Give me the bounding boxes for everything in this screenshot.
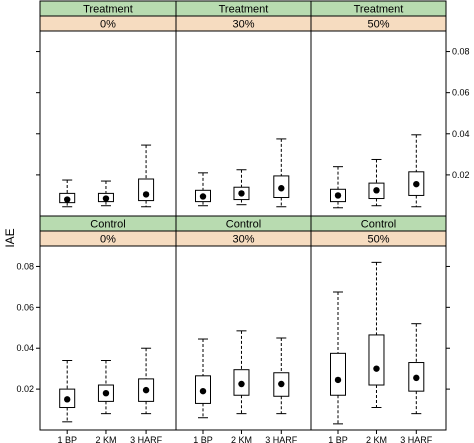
y-tick-label: 0.04 [16,343,34,353]
box-3-harf [408,323,425,415]
box-2-km [233,330,250,415]
box-iqr [273,175,290,199]
box-1-bp [195,172,211,207]
panel-control-2: Control 50% 1 BP 2 KM 3 HARF [310,215,450,443]
y-tick-label: 0.08 [16,261,34,271]
median-dot [199,193,207,200]
level-strip-label: 30% [232,19,254,31]
level-strip-label: 50% [367,19,389,31]
panel-treatment-1: Treatment 30% [175,0,312,217]
median-dot [238,190,245,197]
box-2-km [233,169,250,206]
box-iqr [330,352,346,396]
box-iqr [59,388,76,409]
box-1-bp [330,166,346,209]
box-1-bp [195,338,211,419]
median-dot [142,191,150,198]
panel-frame [310,245,447,431]
level-strip-label: 0% [100,19,116,31]
group-strip-label: Control [361,219,396,231]
panel-treatment-2: Treatment 50% 0.02 0.04 0.06 0.08 [310,0,470,217]
box-3-harf [273,337,290,415]
box-2-km [97,180,114,207]
panel-frame [39,245,177,431]
panel-control-1: Control 30% 1 BP 2 KM 3 HARF [175,215,312,443]
median-dot [373,187,380,194]
box-3-harf [273,138,290,208]
box-1-bp [59,179,76,208]
median-dot [413,374,420,382]
y-tick-label: 0.04 [452,129,470,139]
median-dot [63,396,71,403]
median-dot [334,376,342,384]
box-iqr [368,334,385,386]
group-strip-label: Treatment [219,4,269,16]
box-iqr [273,372,290,397]
x-tick-label: 3 HARF [130,435,163,443]
panel-frame [175,245,312,431]
median-dot [102,390,110,397]
box-3-harf [408,134,425,208]
y-tick-label: 0.02 [16,384,34,394]
x-tick-label: 2 KM [231,435,252,443]
panel-treatment-0: Treatment 0% [36,0,177,217]
box-1-bp [330,291,346,425]
x-tick-label: 3 HARF [265,435,298,443]
box-iqr [195,189,211,203]
median-dot [334,192,342,199]
level-strip-label: 0% [100,234,116,246]
y-tick-label: 0.06 [452,88,470,98]
panel-frame [39,30,177,217]
median-dot [278,185,285,192]
box-iqr [195,375,211,404]
x-tick-label: 3 HARF [400,435,433,443]
group-strip-label: Control [90,219,125,231]
box-iqr [408,362,425,392]
median-dot [199,387,207,395]
box-iqr [233,186,250,201]
median-dot [142,386,150,394]
box-iqr [233,369,250,396]
level-strip-label: 30% [232,234,254,246]
box-iqr [97,384,114,402]
box-iqr [408,171,425,196]
group-strip-label: Treatment [354,4,404,16]
box-iqr [368,182,385,200]
box-2-km [368,158,385,207]
x-tick-label: 1 BP [328,435,348,443]
x-tick-label: 1 BP [193,435,213,443]
y-tick-label: 0.06 [16,302,34,312]
y-axis-title: IAE [3,228,17,247]
box-2-km [97,359,114,415]
x-tick-label: 2 KM [95,435,116,443]
median-dot [63,196,71,203]
group-strip-label: Control [226,219,261,231]
median-dot [278,380,285,388]
y-tick-label: 0.02 [452,170,470,180]
box-iqr [330,188,346,203]
level-strip-label: 50% [367,234,389,246]
panel-frame [175,30,312,217]
panel-control-0: Control 0% 0.02 0.04 0.06 0.08 1 BP 2 KM 3 HARF [16,215,177,443]
box-iqr [138,378,155,402]
x-tick-label: 1 BP [57,435,77,443]
median-dot [102,195,110,202]
median-dot [238,380,245,388]
x-tick-label: 2 KM [366,435,387,443]
panels: Treatment 0% Treatment 30% Treatment 50% 0.02 0… [16,0,470,443]
median-dot [413,180,420,188]
box-iqr [138,178,155,202]
box-2-km [368,261,385,409]
box-3-harf [138,347,155,415]
y-tick-label: 0.08 [452,47,470,57]
box-3-harf [138,144,155,208]
box-1-bp [59,359,76,423]
group-strip-label: Treatment [83,4,133,16]
median-dot [373,365,380,372]
